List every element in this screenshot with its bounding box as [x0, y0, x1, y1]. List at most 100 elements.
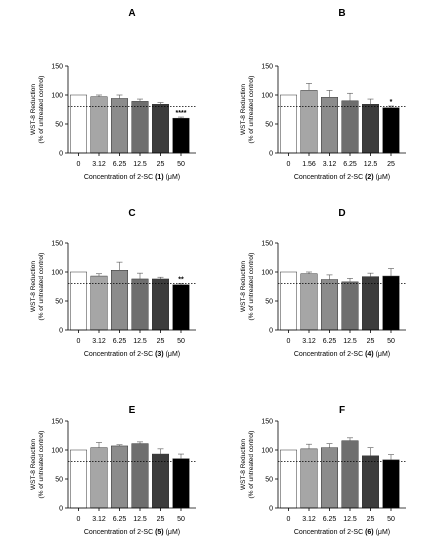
bar — [341, 100, 359, 154]
bar — [131, 443, 149, 509]
panel-letter: D — [338, 208, 345, 219]
x-axis-label-text: Concentration of 2-SC — [294, 529, 365, 536]
x-tick-label: 50 — [387, 516, 395, 523]
x-axis-label: Concentration of 2-SC (3) (μM) — [84, 351, 180, 358]
bar — [131, 101, 149, 154]
y-tick-label: 150 — [261, 419, 273, 426]
x-tick-label: 50 — [177, 161, 185, 168]
bar — [362, 104, 379, 154]
x-tick-label: 25 — [387, 161, 395, 168]
chart-panel-e: E 0 3.12 6.25 12.5 25 50 0 50 100 150 WST-8 Reducti… — [30, 405, 196, 536]
x-tick-label: 12.5 — [133, 516, 147, 523]
x-tick-label: 0 — [287, 338, 291, 345]
panel-letter: C — [128, 208, 135, 219]
y-axis-label-line2: (% of untreated control) — [248, 76, 255, 144]
x-axis-label-unit: (μM) — [164, 174, 180, 181]
x-tick-label: 3.12 — [323, 161, 337, 168]
y-tick-label: 150 — [51, 241, 63, 248]
y-axis-label-line2: (% of untreated control) — [38, 253, 45, 321]
y-axis-label: WST-8 Reduction(% of untreated control) — [240, 431, 255, 499]
x-tick-label: 25 — [157, 516, 165, 523]
bar — [362, 276, 379, 331]
bar — [90, 275, 108, 331]
x-tick-label: 3.12 — [302, 338, 316, 345]
panel-letter: B — [338, 8, 345, 19]
significance-label: ** — [178, 277, 184, 284]
y-tick-label: 0 — [269, 151, 273, 158]
panel-letter: F — [339, 405, 345, 416]
bar — [280, 449, 297, 509]
bar — [300, 273, 318, 331]
bar — [111, 270, 128, 331]
bar — [321, 97, 338, 154]
y-tick-label: 150 — [261, 241, 273, 248]
chart-panel-c: C 0 3.12 6.25 12.5 25 ** 50 0 50 100 150 WST-8 Reduc… — [30, 208, 196, 358]
bar — [321, 447, 338, 509]
x-tick-label: 0 — [287, 516, 291, 523]
y-axis-label-line2: (% of untreated control) — [248, 253, 255, 321]
x-axis-label-unit: (μM) — [374, 529, 390, 536]
y-tick-label: 100 — [51, 93, 63, 100]
chart-panel-a: A 0 3.12 6.25 12.5 25 **** 50 0 50 100 150 WST-8 Red… — [30, 8, 196, 181]
y-tick-label: 150 — [51, 419, 63, 426]
bar — [70, 271, 87, 331]
x-axis-label-unit: (μM) — [374, 351, 390, 358]
x-tick-label: 0 — [77, 516, 81, 523]
bar — [172, 284, 190, 331]
bar — [152, 104, 169, 154]
panel-letter: E — [129, 405, 136, 416]
x-tick-label: 25 — [367, 516, 375, 523]
x-axis-label: Concentration of 2-SC (6) (μM) — [294, 529, 390, 536]
x-tick-label: 50 — [387, 338, 395, 345]
y-tick-label: 50 — [265, 299, 273, 306]
y-axis-label-line2: (% of untreated control) — [38, 431, 45, 499]
y-tick-label: 150 — [261, 64, 273, 71]
bar — [90, 447, 108, 509]
bar — [90, 96, 108, 154]
x-tick-label: 25 — [157, 161, 165, 168]
x-tick-label: 25 — [157, 338, 165, 345]
x-axis-label-text: Concentration of 2-SC — [294, 351, 365, 358]
y-axis-label-line2: (% of untreated control) — [38, 76, 45, 144]
bar — [362, 455, 379, 509]
x-tick-label: 0 — [287, 161, 291, 168]
bar — [131, 278, 149, 331]
significance-label: * — [390, 99, 393, 106]
y-tick-label: 100 — [261, 93, 273, 100]
y-tick-label: 100 — [51, 448, 63, 455]
y-tick-label: 0 — [269, 328, 273, 335]
bar — [341, 440, 359, 509]
x-axis-label: Concentration of 2-SC (2) (μM) — [294, 174, 390, 181]
bar — [172, 458, 190, 509]
bar — [382, 107, 400, 154]
bar — [280, 94, 297, 154]
x-tick-label: 6.25 — [113, 338, 127, 345]
bar — [300, 90, 318, 154]
x-tick-label: 50 — [177, 338, 185, 345]
compound-number: (4) — [365, 351, 374, 358]
y-tick-label: 50 — [55, 122, 63, 129]
y-axis-label: WST-8 Reduction(% of untreated control) — [240, 253, 255, 321]
x-tick-label: 12.5 — [133, 338, 147, 345]
y-axis-label-line1: WST-8 Reduction — [30, 84, 37, 135]
x-tick-label: 6.25 — [323, 516, 337, 523]
x-tick-label: 6.25 — [343, 161, 357, 168]
chart-panel-d: D 0 3.12 6.25 12.5 25 50 0 50 100 150 WST-8 Reducti… — [240, 208, 406, 358]
bar — [152, 453, 169, 509]
y-axis-label: WST-8 Reduction(% of untreated control) — [30, 76, 45, 144]
y-axis-label: WST-8 Reduction(% of untreated control) — [30, 431, 45, 499]
y-axis-label-line1: WST-8 Reduction — [240, 84, 247, 135]
y-tick-label: 50 — [265, 122, 273, 129]
x-tick-label: 1.56 — [302, 161, 316, 168]
y-tick-label: 100 — [261, 448, 273, 455]
bar — [382, 275, 400, 331]
y-tick-label: 50 — [55, 299, 63, 306]
x-tick-label: 3.12 — [302, 516, 316, 523]
y-tick-label: 100 — [51, 270, 63, 277]
y-tick-label: 50 — [55, 477, 63, 484]
x-tick-label: 6.25 — [323, 338, 337, 345]
bar — [280, 271, 297, 331]
compound-number: (3) — [155, 351, 164, 358]
